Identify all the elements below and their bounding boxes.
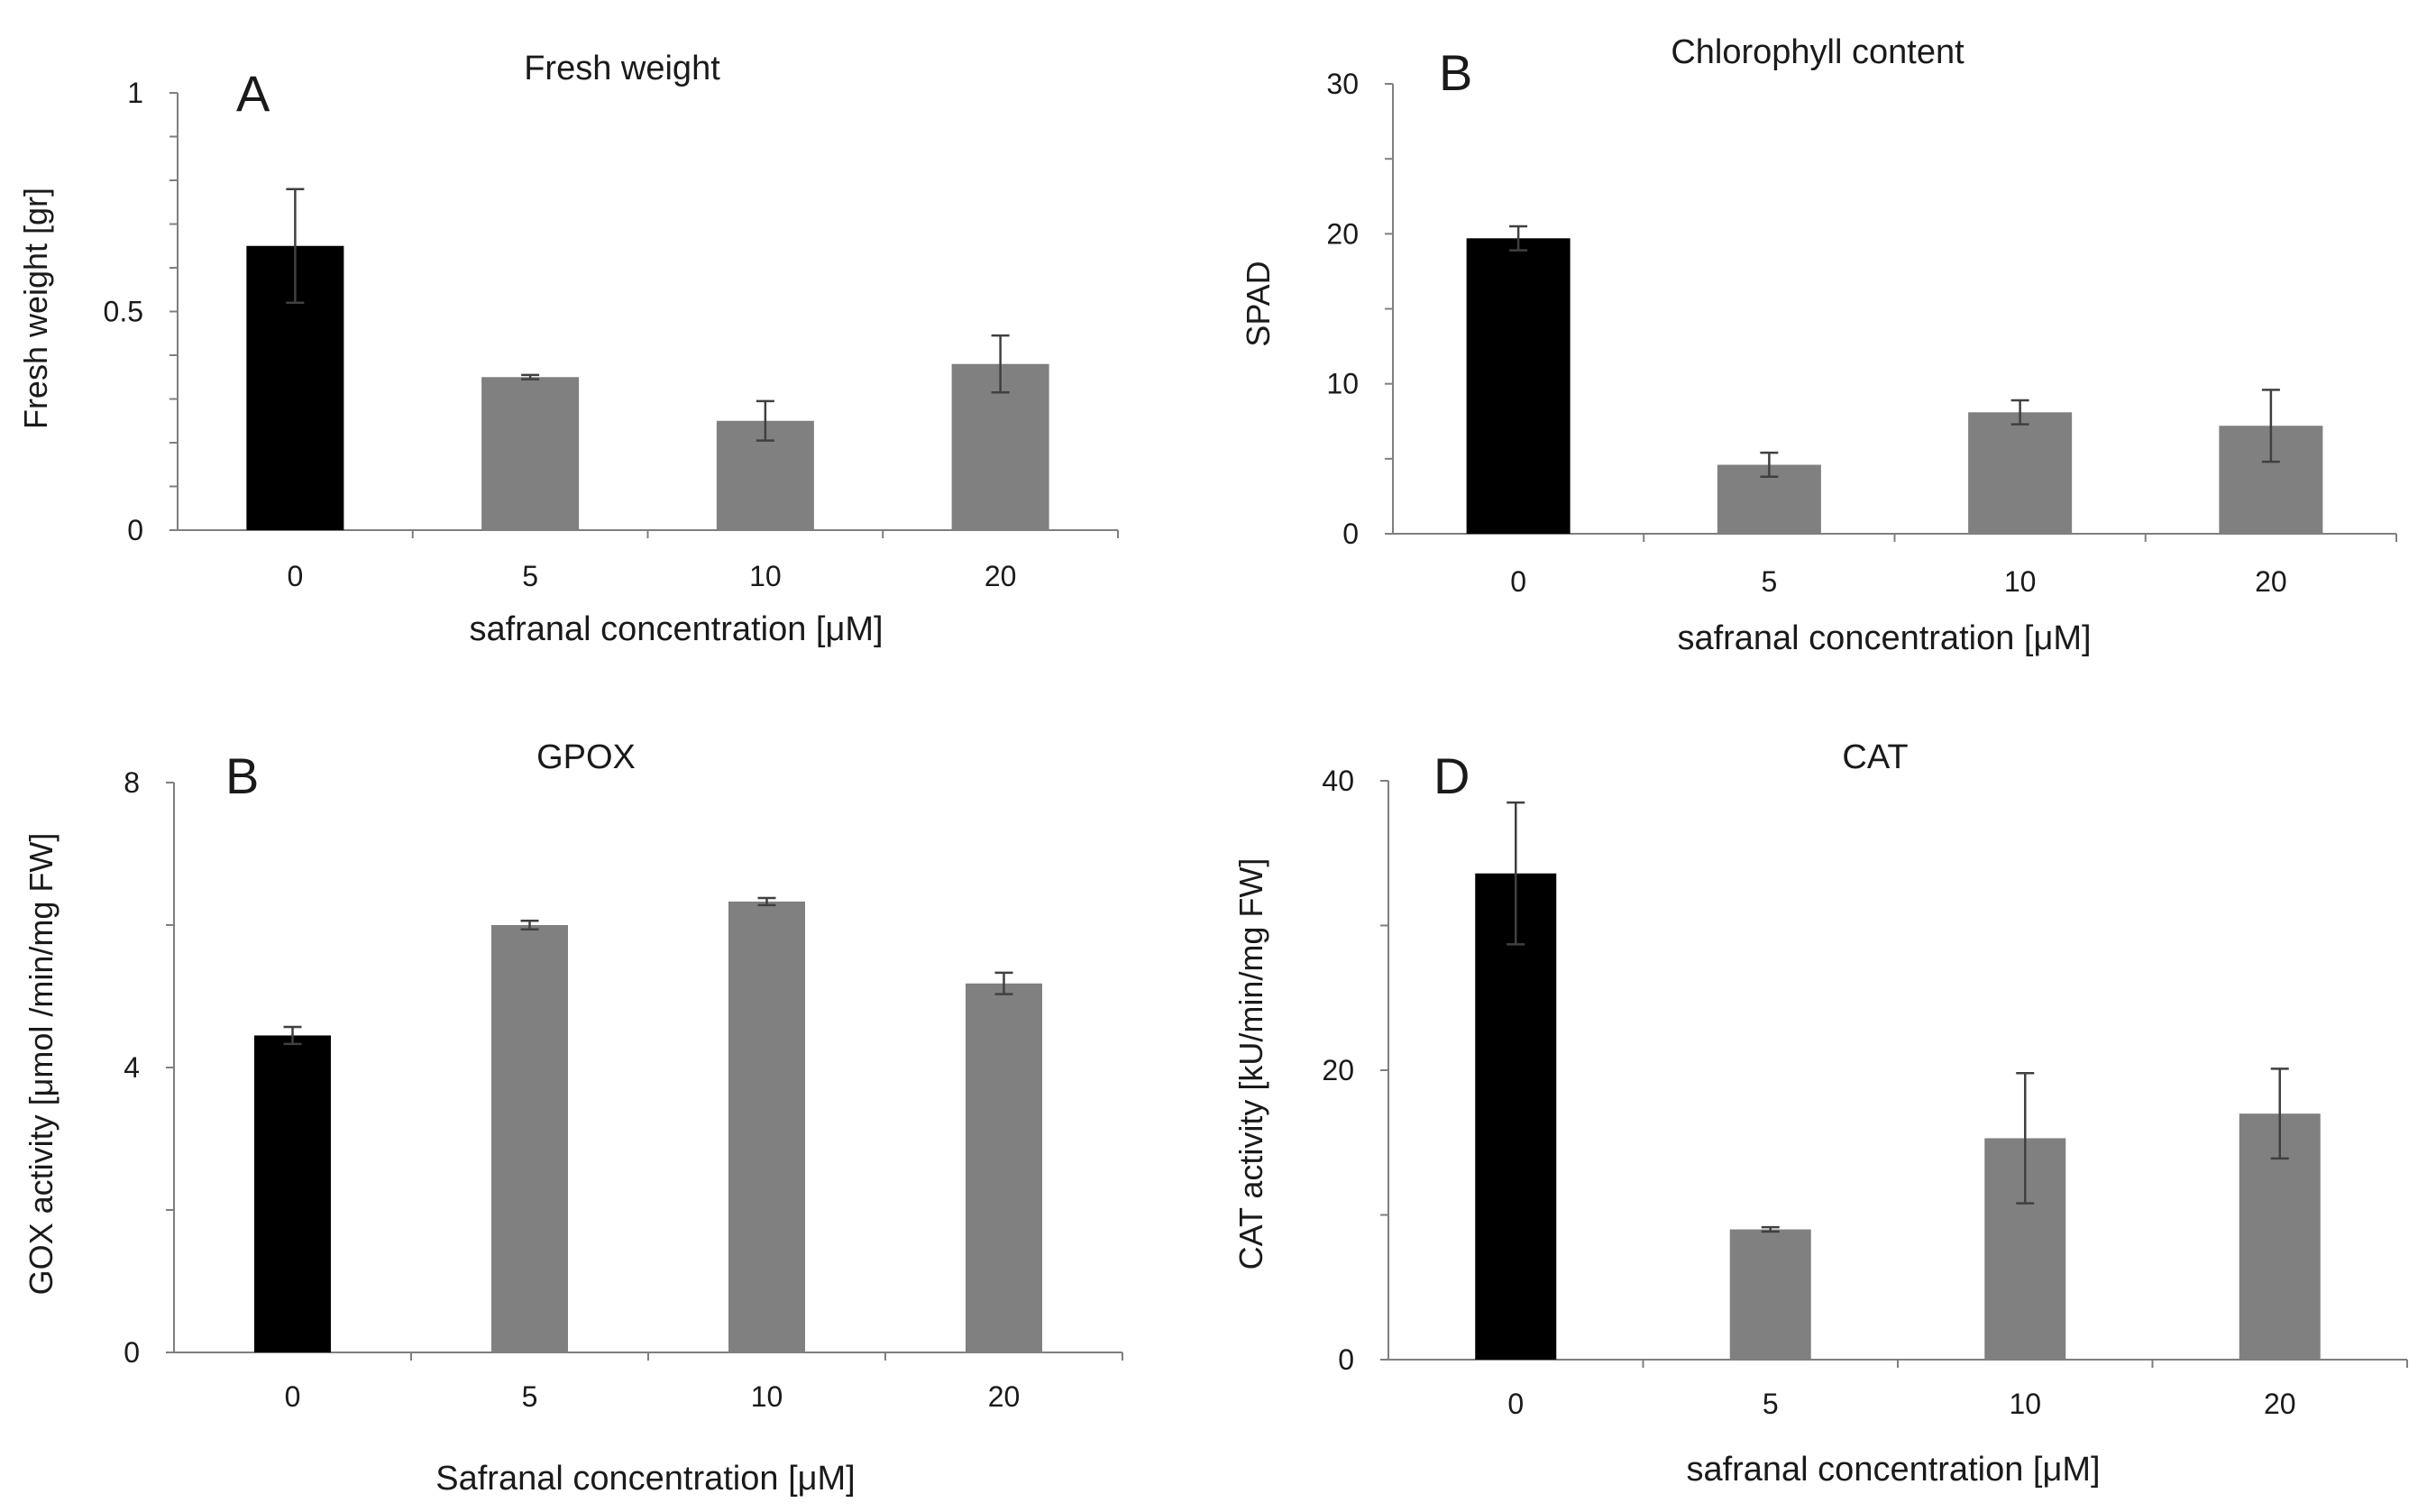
panel-fresh-weight: A Fresh weight safranal concentration [μ… xyxy=(17,50,1119,648)
plot-area: 0 4 8 0 5 10 20 xyxy=(124,766,1123,1413)
panel-letter: A xyxy=(236,65,270,122)
y-tick-label: 0 xyxy=(1342,518,1359,550)
x-tick-label: 20 xyxy=(2264,1388,2296,1420)
x-tick-label: 20 xyxy=(2255,565,2287,598)
chart-title: Chlorophyll content xyxy=(1671,33,1964,71)
bar xyxy=(728,901,805,1352)
y-axis-label: SPAD xyxy=(1240,261,1277,346)
x-tick-label: 0 xyxy=(1510,565,1526,598)
panel-cat: D CAT safranal concentration [μM] CAT ac… xyxy=(1232,738,2408,1489)
panel-letter: D xyxy=(1433,747,1470,804)
x-tick-label: 10 xyxy=(2009,1388,2041,1420)
error-bar xyxy=(756,399,774,442)
y-tick-label: 0 xyxy=(124,1336,140,1369)
x-tick-label: 20 xyxy=(985,560,1017,592)
y-tick-label: 20 xyxy=(1326,217,1359,250)
y-tick-label: 8 xyxy=(124,766,140,799)
y-tick-label: 10 xyxy=(1326,368,1359,400)
x-tick-label: 5 xyxy=(522,560,538,592)
error-bar xyxy=(991,334,1010,394)
bar xyxy=(491,925,568,1352)
bar xyxy=(1729,1229,1811,1360)
x-tick-label: 5 xyxy=(1763,1388,1779,1420)
bar xyxy=(254,1035,331,1352)
y-tick-label: 0 xyxy=(127,514,143,546)
x-tick-label: 10 xyxy=(751,1380,783,1413)
x-tick-label: 5 xyxy=(1761,565,1777,598)
panel-gpox: B GPOX Safranal concentration [μM] GOX a… xyxy=(23,738,1123,1498)
error-bar xyxy=(1509,225,1528,252)
y-tick-label: 40 xyxy=(1322,765,1354,797)
panel-letter: B xyxy=(1439,44,1472,101)
error-bar xyxy=(286,188,305,305)
y-tick-label: 4 xyxy=(124,1051,140,1084)
x-tick-label: 20 xyxy=(988,1380,1021,1413)
y-tick-label: 0 xyxy=(1338,1343,1354,1376)
y-tick-label: 30 xyxy=(1326,68,1359,100)
chart-title: Fresh weight xyxy=(524,50,720,87)
error-bar xyxy=(757,896,776,907)
chart-title: CAT xyxy=(1842,738,1908,776)
bar xyxy=(966,983,1042,1352)
x-tick-label: 0 xyxy=(1507,1388,1524,1420)
error-bar xyxy=(521,373,540,380)
x-tick-label: 0 xyxy=(285,1380,301,1413)
y-axis-label: GOX activity [μmol /min/mg FW] xyxy=(23,833,60,1296)
y-tick-label: 1 xyxy=(127,77,143,109)
x-tick-label: 10 xyxy=(2004,565,2037,598)
bar xyxy=(481,377,580,530)
x-axis-label: safranal concentration [μM] xyxy=(1686,1451,2100,1489)
error-bar xyxy=(2270,1068,2289,1160)
x-axis-label: Safranal concentration [μM] xyxy=(435,1460,855,1498)
bar xyxy=(1475,873,1557,1360)
plot-area: 0 10 20 30 0 5 10 20 xyxy=(1326,68,2397,598)
y-tick-label: 20 xyxy=(1322,1054,1354,1086)
bar xyxy=(1968,412,2073,534)
panel-letter: B xyxy=(225,747,259,804)
y-tick-label: 0.5 xyxy=(104,296,143,328)
y-axis-label: Fresh weight [gr] xyxy=(17,188,54,429)
error-bar xyxy=(520,920,539,930)
error-bar xyxy=(2016,1071,2035,1205)
error-bar xyxy=(994,971,1013,995)
x-tick-label: 10 xyxy=(749,560,782,592)
x-tick-label: 5 xyxy=(522,1380,538,1413)
error-bar xyxy=(2010,399,2029,426)
error-bar xyxy=(1760,451,1779,479)
bar xyxy=(1466,238,1571,534)
x-axis-label: safranal concentration [μM] xyxy=(1677,619,2091,657)
error-bar xyxy=(1507,801,1525,946)
error-bar xyxy=(2261,389,2280,463)
plot-area: 0 20 40 0 5 10 20 xyxy=(1322,765,2408,1420)
error-bar xyxy=(283,1025,302,1046)
x-axis-label: safranal concentration [μM] xyxy=(469,610,883,648)
x-tick-label: 0 xyxy=(287,560,303,592)
y-axis-label: CAT activity [kU/min/mg FW] xyxy=(1232,858,1269,1270)
panel-chlorophyll-content: B Chlorophyll content safranal concentra… xyxy=(1240,33,2397,657)
error-bar xyxy=(1761,1225,1780,1233)
plot-area: 00.510 5 10 20 xyxy=(104,77,1119,592)
chart-title: GPOX xyxy=(536,738,636,776)
